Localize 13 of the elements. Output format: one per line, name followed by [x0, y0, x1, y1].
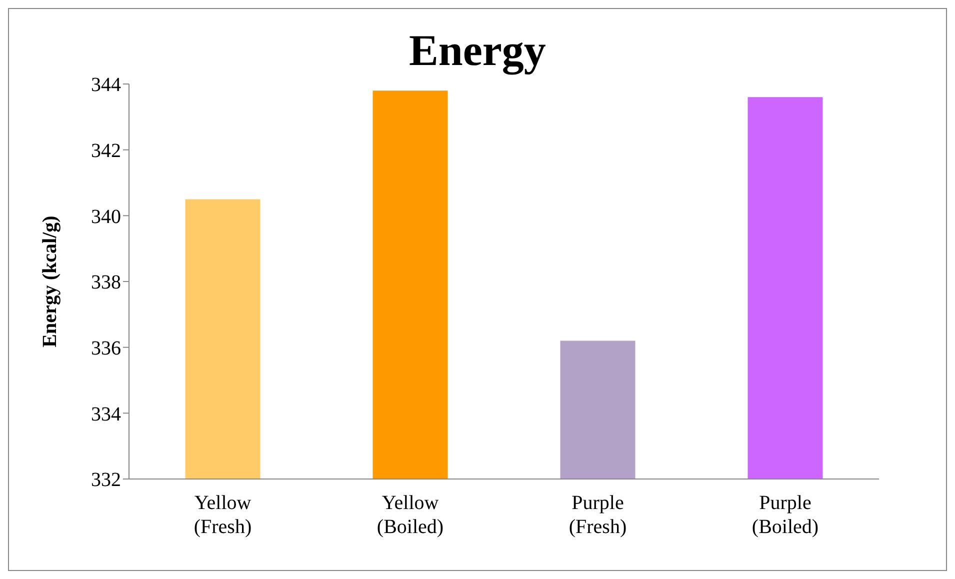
y-tick-label: 334 — [91, 403, 121, 426]
x-tick-label: Yellow (Boiled) — [376, 492, 444, 538]
y-tick-label: 344 — [91, 74, 121, 96]
y-tick-label: 338 — [91, 272, 121, 294]
x-tick-label: Purple (Boiled) — [752, 492, 819, 538]
chart-title: Energy — [408, 25, 547, 76]
y-axis-title: Energy (kcal/g) — [39, 216, 62, 348]
y-tick-label: 332 — [91, 469, 121, 492]
x-tick-label: Purple (Fresh) — [568, 492, 627, 538]
y-tick-label: 336 — [91, 337, 121, 360]
y-tick-label: 340 — [91, 206, 121, 228]
x-tick-label: Yellow (Fresh) — [194, 492, 252, 538]
y-tick-label: 342 — [91, 140, 121, 162]
